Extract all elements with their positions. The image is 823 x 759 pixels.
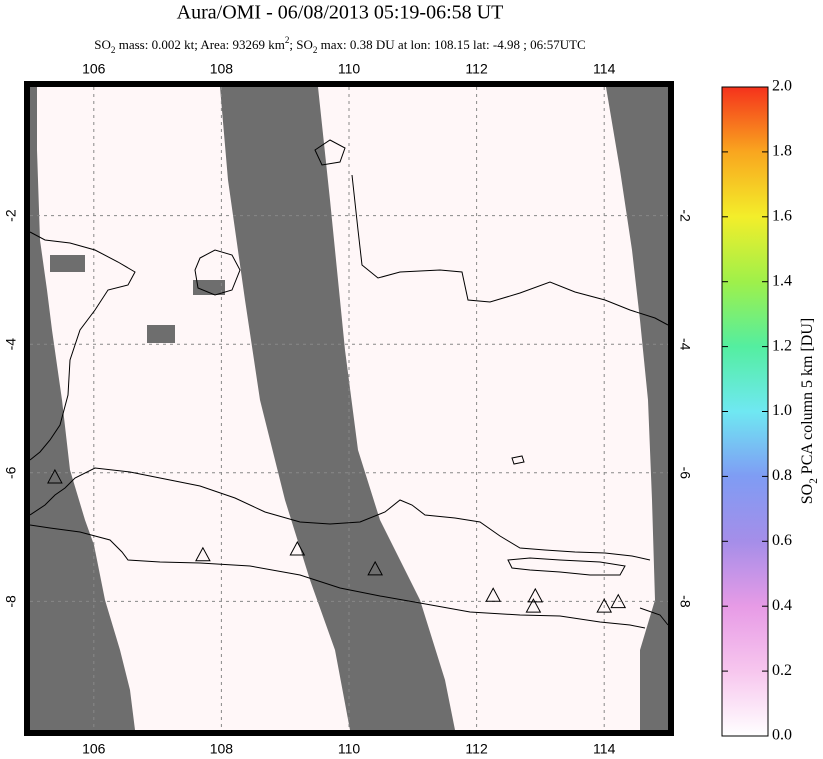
colorbar-tick-label: 0.8 <box>772 467 792 484</box>
frame-bar <box>24 472 30 602</box>
coastline <box>507 557 626 576</box>
coastline <box>639 607 668 626</box>
colorbar <box>721 86 769 737</box>
coastline <box>314 139 346 166</box>
swath-gap <box>193 280 225 295</box>
swath-gap <box>50 255 85 272</box>
colorbar-tick-label: 0.6 <box>772 532 792 549</box>
volcano <box>289 540 306 556</box>
frame-bar <box>604 81 668 87</box>
y-tick-label: -6 <box>3 466 19 479</box>
swath-gap <box>147 325 175 343</box>
text-part: SO <box>799 484 816 504</box>
x-tick-label: 110 <box>338 741 361 757</box>
frame-bar <box>668 215 674 345</box>
volcano <box>485 587 502 602</box>
swath-gap <box>606 87 668 730</box>
subscript: 2 <box>313 45 318 55</box>
subscript: 2 <box>111 45 116 55</box>
chart-title: Aura/OMI - 06/08/2013 05:19-06:58 UT <box>177 2 504 24</box>
superscript: 2 <box>285 35 290 45</box>
x-tick-label: 112 <box>465 61 488 77</box>
colorbar-tick-label: 1.6 <box>772 207 792 224</box>
colorbar-tick-label: 1.4 <box>772 272 792 289</box>
axes: 106 106 108 108 110 110 112 112 114 114 -2 -2 -4 -4 -6… <box>3 61 694 757</box>
coastline <box>511 455 525 465</box>
swath-gap <box>30 87 135 730</box>
frame-bar <box>349 730 477 736</box>
colorbar-tick-label: 1.8 <box>772 143 792 160</box>
x-tick-label: 112 <box>465 741 488 757</box>
volcano <box>367 560 383 576</box>
coastline <box>351 174 668 326</box>
y-tick-label: -8 <box>3 595 19 608</box>
x-tick-label: 106 <box>82 741 106 757</box>
y-tick-label: -4 <box>677 338 693 351</box>
colorbar-tick-label: 0.0 <box>772 727 792 744</box>
volcano-markers <box>47 468 627 613</box>
colorbar-tick-label: 2.0 <box>772 78 792 95</box>
frame-bar <box>604 730 668 736</box>
frame-bar <box>668 472 674 602</box>
coastlines <box>30 139 668 629</box>
x-tick-label: 106 <box>82 61 106 77</box>
x-tick-label: 114 <box>593 61 616 77</box>
text-part: PCA column 5 km [DU] <box>799 318 816 478</box>
swath-gap <box>220 87 455 730</box>
volcano <box>195 546 211 562</box>
coastline <box>30 231 136 461</box>
y-tick-label: -8 <box>677 595 693 608</box>
colorbar-label: SO2 PCA column 5 km [DU] <box>799 318 820 505</box>
text-part: SO <box>94 37 111 52</box>
volcano <box>47 468 63 484</box>
frame-bar <box>349 81 477 87</box>
text-part: max: 0.38 DU at lon: 108.15 lat: -4.98 ;… <box>317 37 585 52</box>
chart-subtitle: SO2 mass: 0.002 kt; Area: 93269 km2; SO2… <box>94 35 585 55</box>
frame-bar <box>24 215 30 345</box>
frame-bar <box>93 81 222 87</box>
y-tick-label: -2 <box>3 209 19 222</box>
colorbar-tick-label: 1.2 <box>772 337 792 354</box>
x-tick-label: 114 <box>593 741 616 757</box>
colorbar-axis: 0.0 0.2 0.4 0.6 0.8 1.0 1.2 1.4 1.6 1.8 2.0 <box>722 78 792 744</box>
y-tick-label: -6 <box>677 467 693 480</box>
coastline <box>194 249 241 296</box>
no-data-swaths <box>30 87 668 730</box>
text-part: ; SO <box>289 37 312 52</box>
coastline <box>30 467 651 561</box>
volcano <box>525 598 542 613</box>
text-part: mass: 0.002 kt; Area: 93269 km <box>115 37 284 52</box>
colorbar-tick-label: 0.4 <box>772 597 792 614</box>
colorbar-tick-label: 0.2 <box>772 662 792 679</box>
frame-tick-bars <box>24 81 674 736</box>
colorbar-tick-label: 1.0 <box>772 402 792 419</box>
x-tick-label: 110 <box>338 61 361 77</box>
map-area <box>30 87 668 730</box>
y-tick-label: -4 <box>3 338 19 351</box>
y-tick-label: -2 <box>677 209 693 222</box>
x-tick-label: 108 <box>210 741 234 757</box>
coastline <box>30 524 646 629</box>
volcano <box>610 593 627 609</box>
volcano <box>596 598 613 613</box>
subscript: 2 <box>808 478 820 484</box>
frame-bar <box>93 730 222 736</box>
x-tick-label: 108 <box>210 61 234 77</box>
